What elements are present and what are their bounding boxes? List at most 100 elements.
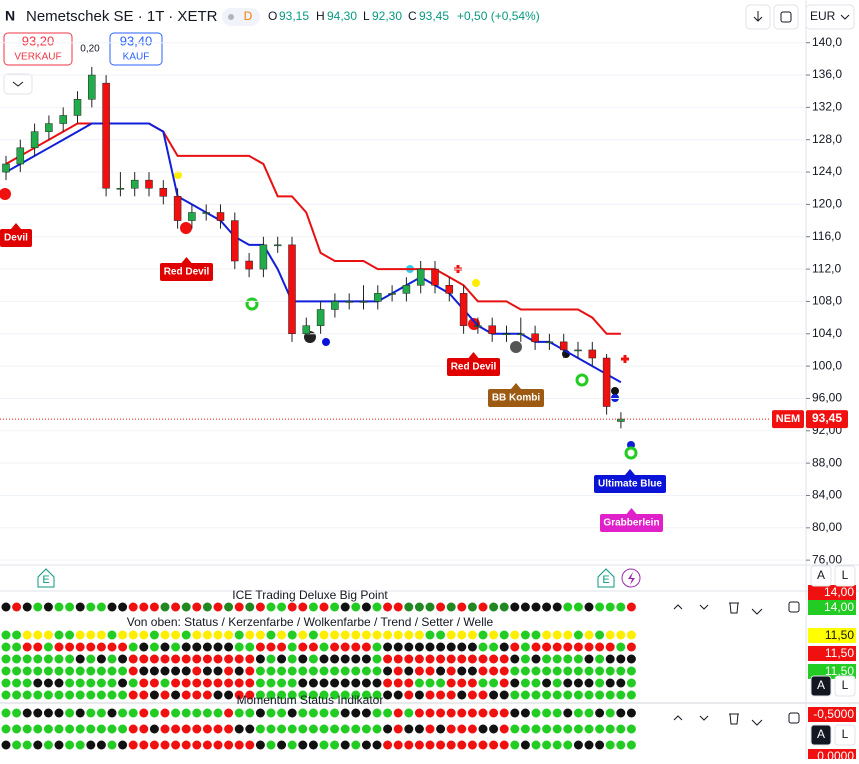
buy-button[interactable] [109,32,163,66]
status-dot [128,708,138,718]
status-dot [107,678,117,688]
candle-body [173,196,182,221]
l-button[interactable] [834,675,856,697]
y-tick-label: 128,0 [812,132,842,146]
a-button-label: A [817,568,825,582]
status-dot [22,724,32,734]
status-dot [330,690,340,700]
signal [245,297,259,311]
panel-button[interactable] [752,596,776,618]
sell-button[interactable] [3,32,73,66]
status-dot [467,724,477,734]
currency-button[interactable] [805,4,855,30]
status-dot [277,724,287,734]
status-dot [563,724,573,734]
collapse-button[interactable] [3,73,33,95]
panel-button[interactable] [692,707,716,729]
earnings-marker[interactable] [37,568,55,588]
status-dot [12,708,22,718]
status-dot [595,690,605,700]
symbol-tag: NEM [776,413,800,425]
status-dot [552,708,562,718]
status-dot [298,724,308,734]
status-dot [552,602,562,612]
status-dot [340,654,350,664]
status-dot [213,690,223,700]
status-dot [478,630,488,640]
status-dot [266,630,276,640]
status-dot [510,724,520,734]
status-dot [520,690,530,700]
status-dot [584,724,594,734]
panel-button[interactable] [722,596,746,618]
status-dot [86,690,96,700]
status-dot [245,708,255,718]
status-dot [287,666,297,676]
status-dot [149,678,159,688]
annotation: Red Devil [164,267,210,278]
candle-body [588,349,597,359]
status-dot [266,678,276,688]
candle-body [531,333,539,343]
candle-body [445,285,454,294]
panel-button[interactable] [722,707,746,729]
status-dot [192,642,202,652]
panel-button[interactable] [782,596,806,618]
earnings-marker[interactable] [597,568,615,588]
status-dot [573,666,583,676]
status-dot [255,642,265,652]
l-button[interactable] [834,724,856,746]
indicator-line [5,122,622,384]
annotation-box [447,358,500,376]
status-dot [605,654,615,664]
status-dot [361,630,371,640]
annotation-box [488,389,544,407]
symbol[interactable]: Nemetschek SE · 1T · XETR [26,8,218,25]
status-dot [12,690,22,700]
status-dot [595,708,605,718]
status-dot [467,630,477,640]
status-dot [192,666,202,676]
status-dot [605,724,615,734]
status-dot [181,666,191,676]
status-dot [107,602,117,612]
reset-button[interactable] [773,4,799,30]
status-dot [319,630,329,640]
annotation-pointer [511,383,521,389]
a-button[interactable] [810,724,832,746]
status-dot [383,654,393,664]
panel-button[interactable] [782,707,806,729]
a-button[interactable] [810,565,832,587]
status-dot [139,724,149,734]
status-dot [319,724,329,734]
currency: EUR [810,9,836,23]
status-dot [192,630,202,640]
a-button[interactable] [810,675,832,697]
status-dot [383,690,393,700]
annotation-box [594,475,666,493]
status-dot [181,708,191,718]
status-dot [255,678,265,688]
status-dot [330,630,340,640]
status-dot [552,678,562,688]
panel-button[interactable] [752,707,776,729]
status-dot [22,642,32,652]
status-dot [446,602,456,612]
status-dot [107,630,117,640]
panel-title: ICE Trading Deluxe Big Point [232,588,388,602]
status-dot [520,666,530,676]
status-dot [372,690,382,700]
status-dot [118,678,128,688]
status-dot [510,602,520,612]
status-dot [467,740,477,750]
panel-button[interactable] [692,596,716,618]
icon [788,712,800,724]
logo: N [5,8,15,24]
panel-button[interactable] [662,596,686,618]
status-dot [520,642,530,652]
l-button[interactable] [834,565,856,587]
status-dot [467,678,477,688]
panel-button[interactable] [662,707,686,729]
status-dot [404,642,414,652]
status-dot [224,630,234,640]
